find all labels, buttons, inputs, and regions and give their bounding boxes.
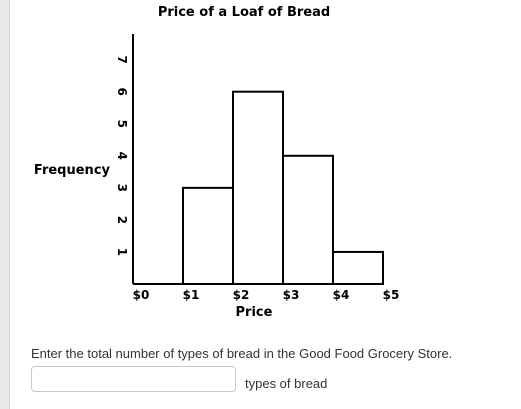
y-tick-label: 1 <box>115 248 129 256</box>
y-tick-label: 7 <box>115 55 129 63</box>
histogram-chart: Price of a Loaf of Bread Frequency Price… <box>34 5 400 320</box>
y-tick-label: 6 <box>115 88 129 96</box>
x-tick-label: $1 <box>183 288 200 302</box>
left-scroll-edge <box>0 0 10 409</box>
x-tick-label: $2 <box>233 288 250 302</box>
x-tick-label: $3 <box>283 288 300 302</box>
x-tick-label: $5 <box>383 288 400 302</box>
y-tick-label: 2 <box>115 216 129 224</box>
histogram-bar-2 <box>232 90 284 285</box>
answer-input[interactable] <box>31 366 236 392</box>
chart-title: Price of a Loaf of Bread <box>158 5 330 20</box>
x-tick-label: $0 <box>133 288 150 302</box>
x-tick-label: $4 <box>333 288 350 302</box>
y-tick-label: 4 <box>115 152 129 160</box>
y-axis-label: Frequency <box>34 163 111 178</box>
y-tick-label: 3 <box>115 184 129 192</box>
histogram-bar-4 <box>332 250 384 285</box>
unit-label: types of bread <box>245 376 328 391</box>
x-axis-label: Price <box>236 305 273 320</box>
histogram-bar-1 <box>182 186 234 286</box>
question-prompt: Enter the total number of types of bread… <box>31 346 453 361</box>
histogram-bar-3 <box>282 154 334 285</box>
y-tick-label: 5 <box>115 120 129 128</box>
